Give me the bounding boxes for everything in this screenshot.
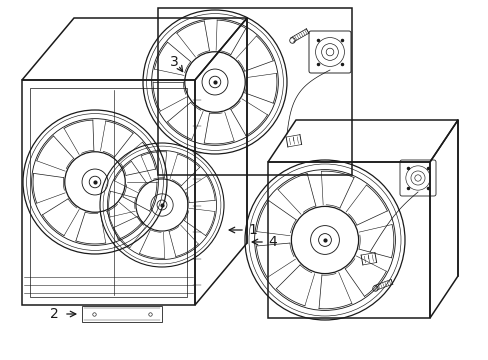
Text: 2: 2	[50, 307, 59, 321]
Bar	[82, 306, 162, 322]
Bar	[158, 8, 351, 175]
Text: 4: 4	[267, 235, 276, 249]
Text: 3: 3	[170, 55, 179, 69]
Text: 1: 1	[247, 223, 256, 237]
